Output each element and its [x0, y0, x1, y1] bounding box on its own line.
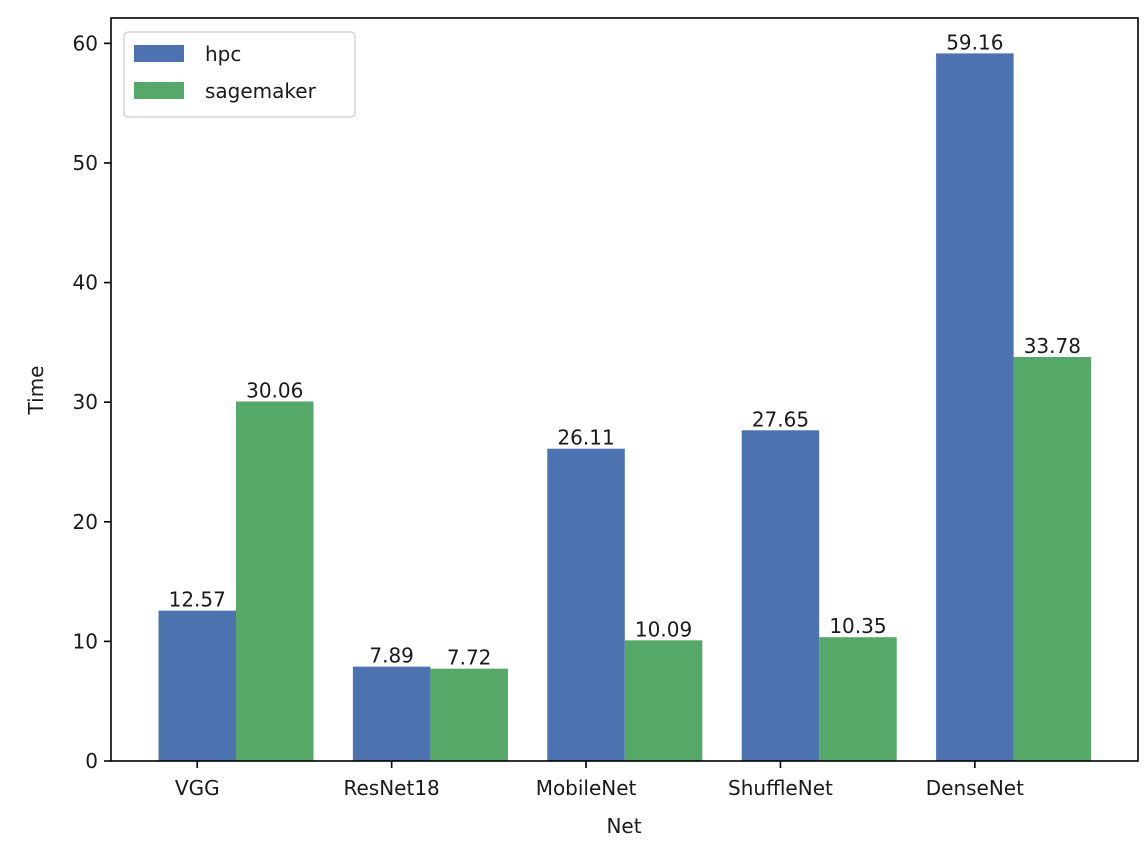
x-tick-label-vgg: VGG: [175, 776, 220, 800]
bar-hpc-mobilenet: [547, 448, 625, 761]
data-label-hpc-shufflenet: 27.65: [752, 407, 809, 431]
y-axis: 0 10 20 30 40 50 60: [73, 31, 111, 773]
y-tick-label: 40: [73, 271, 98, 295]
data-labels-layer: 12.57 30.06 7.89 7.72 26.11 10.09 27.65 10.35 59…: [169, 30, 1081, 669]
plot-frame: [110, 17, 1139, 762]
x-tick-label-mobilenet: MobileNet: [536, 776, 637, 800]
data-label-sagemaker-vgg: 30.06: [246, 378, 303, 402]
legend-swatch-sagemaker: [134, 82, 184, 99]
x-tick-label-resnet18: ResNet18: [344, 776, 440, 800]
legend: hpc sagemaker: [123, 31, 356, 118]
x-axis: VGG ResNet18 MobileNet ShuffleNet DenseNet: [175, 761, 1024, 800]
data-label-hpc-resnet18: 7.89: [369, 644, 414, 668]
y-tick-label: 20: [73, 510, 98, 534]
bar-sagemaker-resnet18: [430, 668, 508, 761]
bar-hpc-shufflenet: [741, 430, 820, 761]
data-label-hpc-vgg: 12.57: [169, 588, 226, 612]
x-tick-label-densenet: DenseNet: [926, 776, 1024, 800]
bar-hpc-densenet: [936, 53, 1014, 761]
data-label-hpc-densenet: 59.16: [946, 30, 1003, 54]
y-tick-label: 30: [73, 390, 98, 414]
legend-label-sagemaker: sagemaker: [205, 79, 317, 103]
y-tick-label: 50: [73, 151, 98, 175]
bar-sagemaker-shufflenet: [819, 637, 897, 761]
x-tick-label-shufflenet: ShuffleNet: [728, 776, 833, 800]
bar-sagemaker-densenet: [1013, 356, 1092, 761]
bars-layer: [158, 53, 1092, 761]
data-label-sagemaker-shufflenet: 10.35: [829, 614, 886, 638]
data-label-hpc-mobilenet: 26.11: [557, 426, 614, 450]
y-tick-label: 10: [73, 629, 98, 653]
data-label-sagemaker-mobilenet: 10.09: [635, 617, 692, 641]
bar-hpc-resnet18: [352, 666, 431, 761]
legend-label-hpc: hpc: [205, 42, 241, 66]
data-label-sagemaker-resnet18: 7.72: [447, 646, 492, 670]
bar-sagemaker-vgg: [236, 401, 314, 761]
x-axis-label: Net: [606, 814, 641, 838]
y-axis-label: Time: [24, 366, 48, 416]
legend-swatch-hpc: [134, 45, 184, 62]
bar-sagemaker-mobilenet: [624, 640, 703, 761]
bar-hpc-vgg: [158, 610, 236, 761]
y-tick-label: 0: [85, 749, 98, 773]
y-tick-label: 60: [73, 31, 98, 55]
data-label-sagemaker-densenet: 33.78: [1024, 334, 1081, 358]
